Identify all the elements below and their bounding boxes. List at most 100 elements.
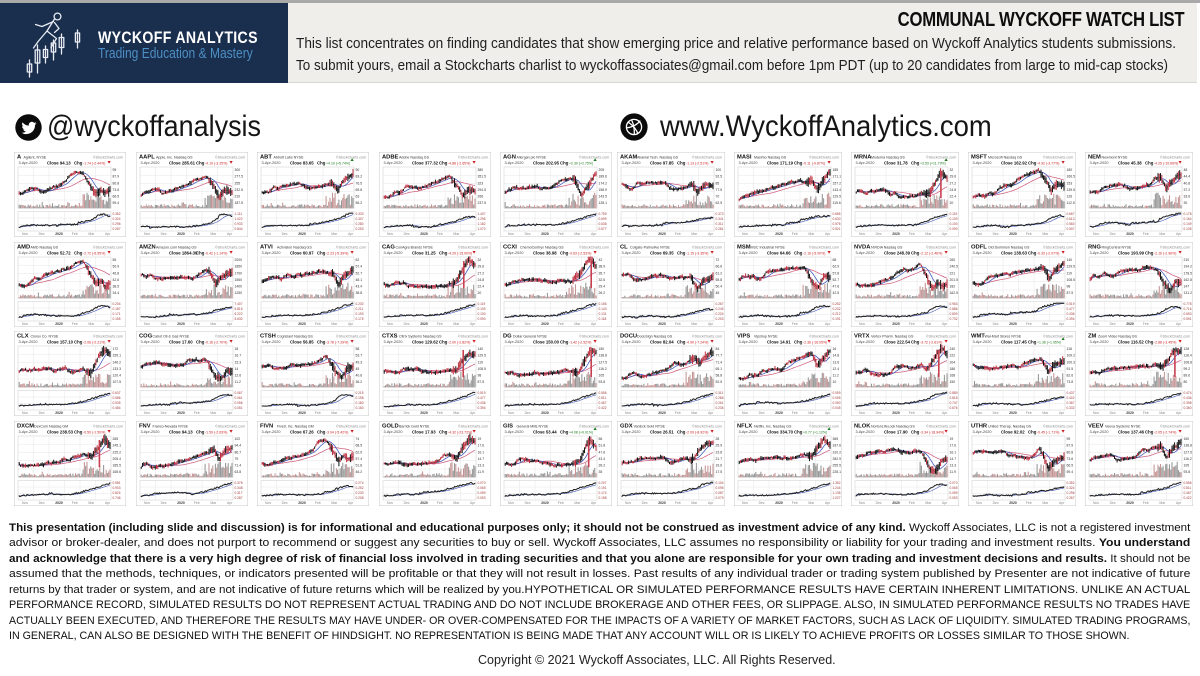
- svg-text:2020: 2020: [892, 411, 900, 415]
- svg-text:0.818: 0.818: [950, 396, 958, 400]
- svg-text:Feb: Feb: [909, 501, 915, 505]
- svg-text:2020: 2020: [1126, 322, 1134, 326]
- svg-text:0.079: 0.079: [716, 495, 724, 499]
- svg-text:0.175: 0.175: [356, 316, 364, 320]
- svg-text:Apr: Apr: [825, 411, 831, 415]
- svg-text:0.070: 0.070: [477, 480, 485, 484]
- svg-text:0.324: 0.324: [1067, 485, 1075, 489]
- svg-text:55.8: 55.8: [716, 277, 723, 281]
- svg-text:232.5: 232.5: [234, 188, 243, 192]
- svg-text:Close 162.92: Close 162.92: [1001, 160, 1028, 165]
- svg-text:Close 116.52: Close 116.52: [1118, 339, 1144, 344]
- svg-text:87.5: 87.5: [1067, 291, 1074, 295]
- svg-text:Chg: Chg: [911, 339, 920, 344]
- svg-text:Dec: Dec: [525, 322, 531, 326]
- svg-text:1850: 1850: [234, 264, 242, 268]
- svg-text:Agilent, NYSE: Agilent, NYSE: [24, 155, 47, 159]
- svg-text:49.3: 49.3: [356, 360, 363, 364]
- svg-text:3-Apr-2020: 3-Apr-2020: [856, 430, 875, 434]
- svg-text:0.274: 0.274: [356, 480, 364, 484]
- svg-text:ODFL: ODFL: [971, 244, 987, 250]
- svg-text:Mar: Mar: [808, 232, 815, 236]
- svg-text:0.059: 0.059: [477, 490, 485, 494]
- svg-text:0.311: 0.311: [716, 391, 724, 395]
- svg-text:Chg: Chg: [794, 250, 803, 255]
- svg-text:GOLD: GOLD: [382, 423, 399, 429]
- svg-text:CTSH: CTSH: [260, 334, 276, 340]
- svg-text:282.9: 282.9: [833, 456, 842, 460]
- svg-text:13.6: 13.6: [833, 360, 840, 364]
- svg-text:0.324: 0.324: [113, 217, 121, 221]
- svg-text:Apr: Apr: [1059, 322, 1065, 326]
- svg-text:Mar: Mar: [453, 411, 460, 415]
- svg-text:10: 10: [833, 380, 837, 384]
- svg-text:Feb: Feb: [558, 501, 564, 505]
- svg-text:Nov: Nov: [387, 501, 393, 505]
- svg-text:AAPL: AAPL: [139, 155, 155, 161]
- svg-text:Apr: Apr: [1059, 411, 1065, 415]
- svg-text:38.9: 38.9: [599, 264, 606, 268]
- svg-text:2020: 2020: [420, 322, 428, 326]
- svg-text:2020: 2020: [420, 501, 428, 505]
- svg-text:Apr: Apr: [1176, 322, 1182, 326]
- svg-text:3-Apr-2020: 3-Apr-2020: [622, 430, 641, 434]
- svg-text:62.5: 62.5: [716, 201, 723, 205]
- svg-text:43.4: 43.4: [356, 284, 363, 288]
- svg-text:MSFT: MSFT: [971, 155, 987, 161]
- svg-text:72: 72: [716, 258, 720, 262]
- svg-text:-2.72 (-6.55%): -2.72 (-6.55%): [83, 251, 105, 255]
- svg-text:3-Apr-2020: 3-Apr-2020: [856, 340, 875, 344]
- svg-text:Close 94.13: Close 94.13: [47, 160, 71, 165]
- svg-text:Nov: Nov: [508, 232, 514, 236]
- svg-text:1400: 1400: [234, 284, 242, 288]
- svg-text:Mar: Mar: [1159, 411, 1166, 415]
- svg-text:Nov: Nov: [859, 411, 865, 415]
- svg-text:Chg: Chg: [1145, 250, 1154, 255]
- svg-text:2020: 2020: [541, 232, 549, 236]
- svg-text:©StockCharts.com: ©StockCharts.com: [692, 334, 722, 338]
- svg-text:0.630: 0.630: [833, 217, 841, 221]
- svg-text:0.667: 0.667: [1067, 212, 1075, 216]
- svg-text:0.198: 0.198: [356, 396, 364, 400]
- svg-text:Nov: Nov: [22, 322, 28, 326]
- svg-text:52.5: 52.5: [716, 380, 723, 384]
- svg-text:©StockCharts.com: ©StockCharts.com: [1043, 334, 1073, 338]
- svg-text:Feb: Feb: [72, 501, 78, 505]
- svg-text:Nov: Nov: [144, 411, 150, 415]
- svg-text:-3.72 (-2.61%): -3.72 (-2.61%): [920, 340, 942, 344]
- svg-text:Dec: Dec: [759, 501, 765, 505]
- svg-text:DexCom Nasdaq GM: DexCom Nasdaq GM: [34, 424, 68, 428]
- svg-text:0.119: 0.119: [477, 301, 485, 305]
- svg-text:-2.36 (-16.05%): -2.36 (-16.05%): [803, 340, 827, 344]
- svg-text:VRTX: VRTX: [854, 334, 870, 340]
- svg-text:MRNA: MRNA: [854, 155, 872, 161]
- svg-text:129.5: 129.5: [477, 354, 486, 358]
- svg-text:Close 31.78: Close 31.78: [884, 160, 908, 165]
- svg-text:©StockCharts.com: ©StockCharts.com: [692, 245, 722, 249]
- svg-text:Chg: Chg: [1145, 429, 1154, 434]
- svg-text:0.065: 0.065: [950, 485, 958, 489]
- svg-text:222: 222: [950, 354, 956, 358]
- svg-text:105: 105: [1184, 463, 1190, 467]
- svg-text:Nov: Nov: [1093, 411, 1099, 415]
- svg-text:Apr: Apr: [105, 411, 111, 415]
- svg-text:32.6: 32.6: [599, 277, 606, 281]
- svg-text:0.267: 0.267: [113, 227, 121, 231]
- svg-text:3-Apr-2020: 3-Apr-2020: [622, 161, 641, 165]
- svg-text:0.287: 0.287: [234, 495, 242, 499]
- svg-text:©StockCharts.com: ©StockCharts.com: [1160, 155, 1190, 159]
- svg-text:29.6: 29.6: [477, 264, 484, 268]
- svg-text:©StockCharts.com: ©StockCharts.com: [457, 155, 487, 159]
- svg-text:108.8: 108.8: [1184, 360, 1193, 364]
- svg-text:0.963: 0.963: [950, 301, 958, 305]
- svg-text:©StockCharts.com: ©StockCharts.com: [1043, 424, 1073, 428]
- svg-text:0.394: 0.394: [1067, 316, 1075, 320]
- svg-text:71.4: 71.4: [716, 360, 723, 364]
- svg-text:Barrick Gold NYSE: Barrick Gold NYSE: [399, 424, 430, 428]
- svg-text:3-Apr-2020: 3-Apr-2020: [739, 430, 758, 434]
- svg-text:0.090: 0.090: [477, 316, 485, 320]
- svg-text:Chg: Chg: [677, 339, 686, 344]
- svg-text:138.8: 138.8: [599, 354, 608, 358]
- svg-text:Nov: Nov: [976, 322, 982, 326]
- svg-text:0.193: 0.193: [356, 311, 364, 315]
